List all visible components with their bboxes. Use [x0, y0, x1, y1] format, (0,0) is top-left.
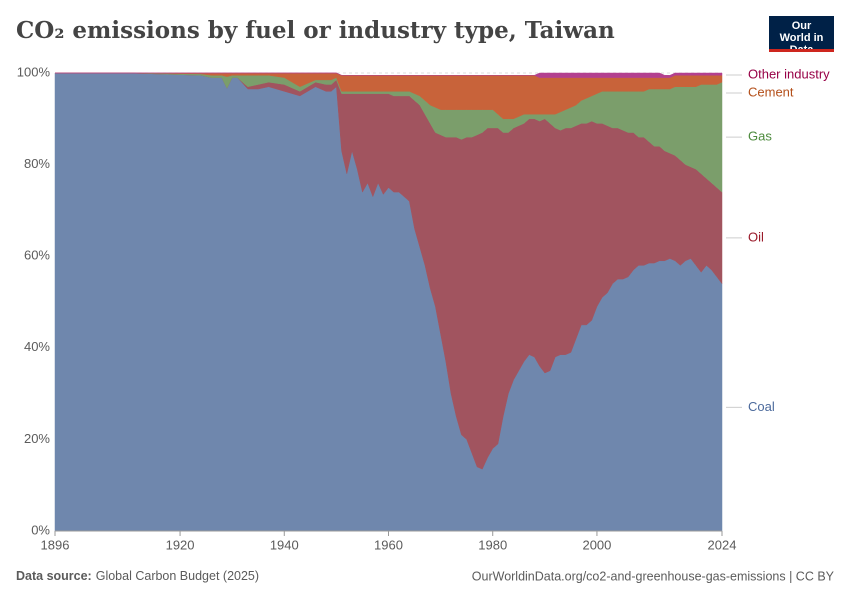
y-tick-label: 100%	[17, 64, 51, 79]
y-tick-label: 40%	[24, 339, 50, 354]
y-tick-label: 60%	[24, 248, 50, 263]
x-tick-label: 1960	[374, 537, 403, 552]
series-label: Oil	[748, 229, 764, 244]
series-label: Coal	[748, 399, 775, 414]
x-tick-label: 1980	[478, 537, 507, 552]
logo-bar	[769, 49, 834, 52]
logo-text-box: Our World in Data	[779, 20, 824, 49]
footer-url: OurWorldinData.org/co2-and-greenhouse-ga…	[472, 569, 835, 583]
x-tick-label: 1920	[166, 537, 195, 552]
source-label: Data source:	[16, 569, 92, 583]
x-tick-label: 2024	[708, 537, 737, 552]
chart-title: CO₂ emissions by fuel or industry type, …	[16, 17, 615, 44]
y-tick-label: 80%	[24, 156, 50, 171]
series-label: Gas	[748, 129, 772, 144]
y-tick-label: 0%	[31, 522, 50, 537]
logo	[769, 16, 834, 52]
x-tick-label: 1940	[270, 537, 299, 552]
series-label: Other industry	[748, 66, 830, 81]
x-tick-label: 1896	[41, 537, 70, 552]
area	[55, 72, 723, 78]
source: Global Carbon Budget (2025)	[96, 569, 259, 583]
x-tick-label: 2000	[582, 537, 611, 552]
logo-text: Our World in Data	[779, 20, 824, 49]
series-label: Cement	[748, 84, 794, 99]
footer-source: Data source: Global Carbon Budget (2025)	[16, 569, 259, 583]
y-tick-label: 20%	[24, 431, 50, 446]
